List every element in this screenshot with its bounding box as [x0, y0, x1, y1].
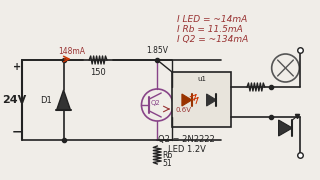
Text: D1: D1	[40, 96, 52, 105]
Text: Q2: Q2	[150, 100, 160, 106]
Text: 150: 150	[90, 68, 106, 77]
Polygon shape	[57, 90, 70, 110]
Text: 148mA: 148mA	[58, 47, 85, 56]
Text: Q2 = 2N2222: Q2 = 2N2222	[158, 135, 215, 144]
Text: LED 1.2V: LED 1.2V	[168, 145, 206, 154]
Polygon shape	[207, 94, 216, 106]
Text: I LED = ~14mA: I LED = ~14mA	[177, 15, 247, 24]
Text: −: −	[12, 125, 22, 138]
Text: I Q2 = ~134mA: I Q2 = ~134mA	[177, 35, 248, 44]
Polygon shape	[182, 94, 192, 106]
Text: 0.6V: 0.6V	[175, 107, 191, 113]
Text: +: +	[13, 62, 21, 72]
Text: Rb: Rb	[162, 150, 172, 159]
Text: I Rb = 11.5mA: I Rb = 11.5mA	[177, 25, 243, 34]
Text: u1: u1	[197, 76, 206, 82]
Polygon shape	[279, 120, 292, 136]
Text: 51: 51	[162, 159, 172, 168]
FancyBboxPatch shape	[172, 72, 231, 127]
Text: 1.85V: 1.85V	[146, 46, 168, 55]
Text: 24V: 24V	[2, 95, 26, 105]
